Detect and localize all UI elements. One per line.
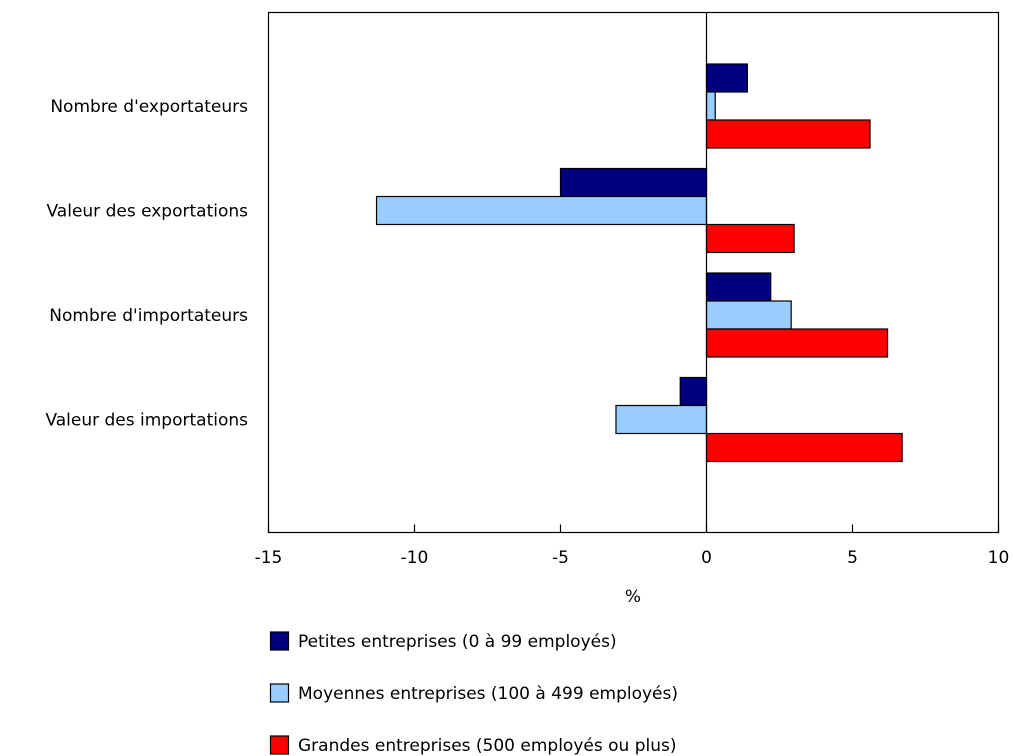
x-tick-label: -15 <box>255 548 283 568</box>
x-tick-label: 5 <box>847 548 858 568</box>
x-axis-title: % <box>625 587 641 607</box>
bar <box>705 63 748 93</box>
legend-swatch <box>269 735 290 755</box>
bar <box>705 119 871 149</box>
legend-swatch <box>269 683 290 703</box>
legend-label: Grandes entreprises (500 employés ou plu… <box>298 736 676 756</box>
x-tick-label: 0 <box>701 548 712 568</box>
category-label: Nombre d'importateurs <box>49 306 248 326</box>
bar <box>705 91 716 121</box>
bar <box>559 167 708 198</box>
category-label: Valeur des importations <box>45 411 248 431</box>
x-tick-label: -5 <box>552 548 569 568</box>
bar <box>615 404 708 435</box>
legend-label: Moyennes entreprises (100 à 499 employés… <box>298 684 678 704</box>
category-label: Valeur des exportations <box>47 202 249 222</box>
legend-swatch <box>269 631 290 651</box>
bar <box>705 300 792 330</box>
bar <box>705 328 889 358</box>
bar <box>375 195 708 226</box>
category-labels: Nombre d'exportateurs Valeur des exportat… <box>45 97 248 431</box>
bar <box>679 376 708 407</box>
legend-label: Petites entreprises (0 à 99 employés) <box>298 632 617 652</box>
x-tick-label: 10 <box>988 548 1010 568</box>
bar <box>705 223 795 254</box>
bar <box>705 432 903 463</box>
x-tick-label: -10 <box>401 548 429 568</box>
category-label: Nombre d'exportateurs <box>50 97 248 117</box>
x-axis-ticks: -15 -10 -5 0 5 10 <box>255 524 1010 568</box>
legend: Petites entreprises (0 à 99 employés) Moy… <box>269 631 678 756</box>
bars-group <box>375 63 903 463</box>
bar <box>705 272 772 302</box>
plot-frame <box>267 11 1000 534</box>
